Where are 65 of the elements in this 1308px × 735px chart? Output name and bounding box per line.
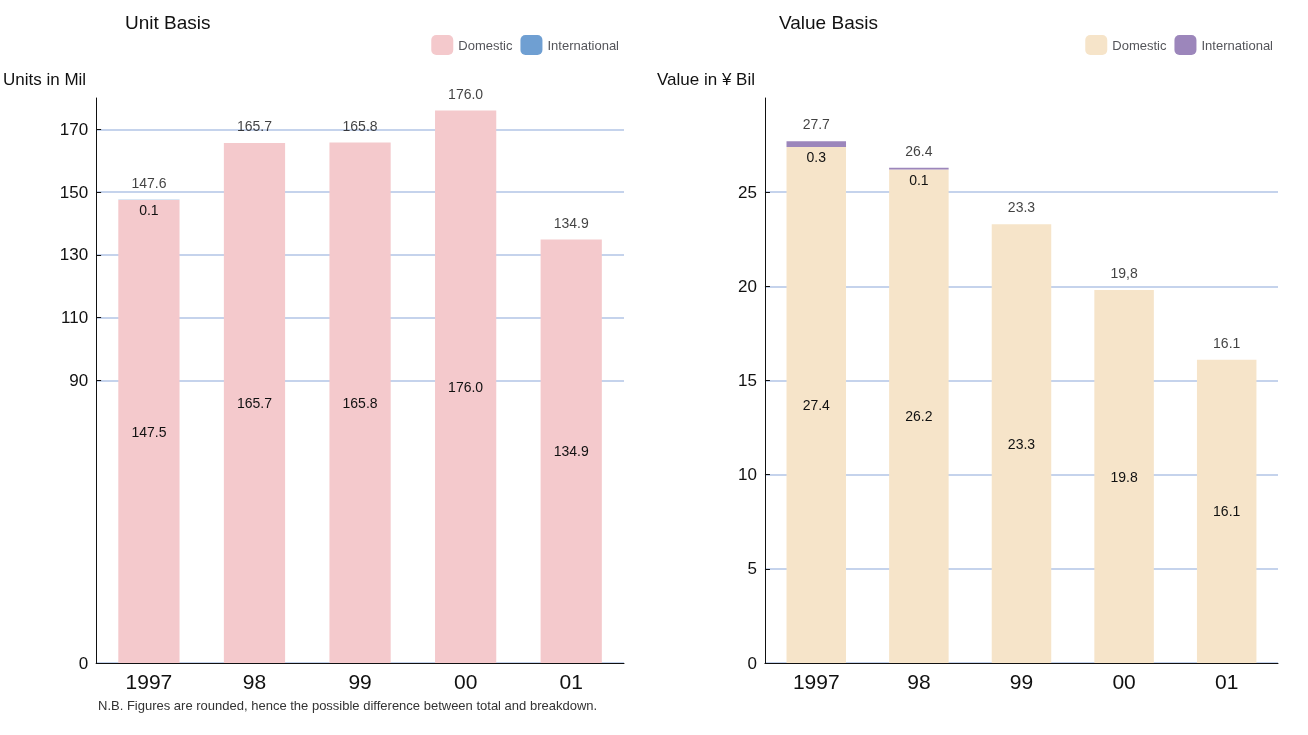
- y-tick-label: 90: [69, 371, 89, 390]
- y-tick-label: 5: [747, 559, 757, 579]
- total-label: 23.3: [1007, 199, 1036, 216]
- y-tick-label: 15: [738, 371, 757, 390]
- y-tick-label: 110: [61, 308, 89, 328]
- data-label: 19.8: [1110, 468, 1138, 485]
- bar: [435, 110, 497, 663]
- x-tick-label: 98: [907, 670, 931, 693]
- bar: [786, 146, 847, 663]
- x-tick-label: 98: [242, 670, 267, 693]
- legend-label: International: [547, 37, 620, 53]
- data-label: 134.9: [553, 443, 589, 460]
- x-tick-label: 00: [1112, 670, 1136, 693]
- total-label: 165.8: [342, 117, 378, 134]
- y-tick-label: 20: [738, 276, 757, 296]
- bar: [118, 200, 180, 663]
- chart-title: Value Basis: [779, 12, 878, 33]
- legend-label: International: [1201, 37, 1274, 53]
- total-label: 16.1: [1213, 334, 1241, 351]
- bar: [329, 142, 391, 663]
- data-label: 165.8: [342, 394, 378, 411]
- y-tick-label: 10: [738, 465, 757, 485]
- x-tick-label: 01: [559, 670, 583, 693]
- data-label: 0.1: [139, 202, 159, 219]
- y-tick-label: 0: [747, 653, 757, 673]
- legend-label: Domestic: [1112, 37, 1167, 53]
- y-tick-label: 130: [59, 245, 89, 265]
- bar: [540, 239, 602, 663]
- total-label: 147.6: [131, 174, 167, 191]
- total-label: 134.9: [553, 214, 589, 231]
- data-label: 26.2: [905, 408, 933, 425]
- y-tick-label: 0: [78, 653, 89, 673]
- data-label: 176.0: [448, 378, 484, 395]
- data-label: 165.7: [236, 394, 273, 411]
- bar: [991, 224, 1052, 663]
- x-tick-label: 00: [453, 670, 478, 693]
- y-tick-label: 25: [738, 182, 757, 202]
- x-tick-label: 99: [1009, 670, 1034, 693]
- y-tick-label: 170: [59, 119, 89, 139]
- y-tick-label: 150: [59, 182, 89, 202]
- y-axis-title: Value in ¥ Bil: [657, 70, 755, 89]
- total-label: 176.0: [448, 85, 484, 102]
- bar: [889, 169, 949, 663]
- bar: [1196, 359, 1257, 663]
- x-tick-label: 1997: [792, 670, 840, 693]
- total-label: 165.7: [236, 117, 273, 134]
- data-label: 16.1: [1213, 503, 1241, 520]
- x-tick-label: 99: [348, 670, 372, 693]
- chart-title: Unit Basis: [125, 12, 211, 33]
- legend-label: Domestic: [458, 37, 513, 53]
- x-tick-label: 01: [1215, 670, 1239, 693]
- data-label: 27.4: [802, 396, 831, 413]
- y-axis-title: Units in Mil: [3, 70, 87, 89]
- total-label: 26.4: [905, 142, 933, 159]
- bar: [786, 141, 847, 147]
- text: N.B. Figures are rounded, hence the possible difference between total and breakdown.: [98, 698, 598, 713]
- x-tick-label: 1997: [125, 670, 173, 693]
- data-label: 0.3: [806, 148, 827, 165]
- total-label: 27.7: [802, 116, 831, 133]
- total-label: 19,8: [1110, 265, 1138, 282]
- bar: [223, 142, 286, 663]
- data-label: 0.1: [909, 171, 929, 188]
- data-label: 147.5: [131, 423, 167, 440]
- bar: [1094, 290, 1154, 663]
- data-label: 23.3: [1007, 435, 1036, 452]
